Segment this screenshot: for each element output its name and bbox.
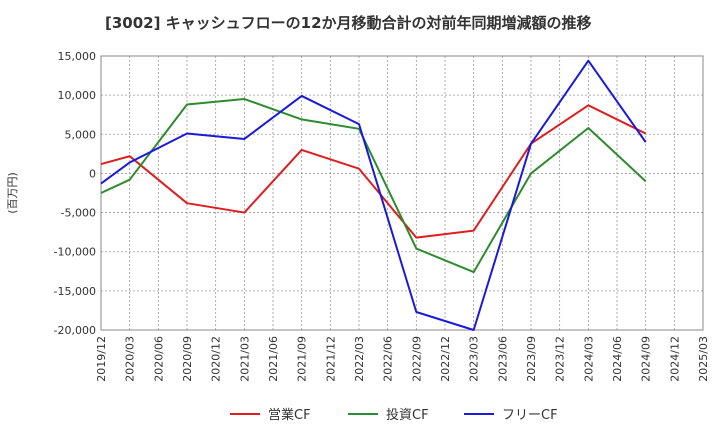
x-tick-label: 2023/03 bbox=[468, 336, 481, 382]
x-tick-label: 2022/03 bbox=[353, 336, 366, 382]
x-tick-label: 2021/12 bbox=[324, 336, 337, 382]
x-tick-label: 2025/03 bbox=[697, 336, 710, 382]
x-tick-label: 2023/12 bbox=[554, 336, 567, 382]
x-tick-label: 2024/09 bbox=[640, 336, 653, 382]
plot-area-border bbox=[100, 55, 704, 331]
x-tick-label: 2024/06 bbox=[611, 336, 624, 382]
series-lines bbox=[100, 59, 647, 331]
chart-title: [3002] キャッシュフローの12か月移動合計の対前年同期増減額の推移 bbox=[105, 14, 592, 32]
x-tick-label: 2021/06 bbox=[267, 336, 280, 382]
x-tick-label: 2024/03 bbox=[582, 336, 595, 382]
x-tick-label: 2020/03 bbox=[124, 336, 137, 382]
x-tick-label: 2021/03 bbox=[238, 336, 251, 382]
series-line-2 bbox=[100, 59, 647, 331]
x-tick-label: 2022/06 bbox=[382, 336, 395, 382]
x-tick-label: 2019/12 bbox=[95, 336, 108, 382]
legend-label: 投資CF bbox=[386, 407, 429, 423]
grid-lines bbox=[100, 55, 704, 331]
y-tick-label: -15,000 bbox=[54, 285, 96, 298]
legend: 営業CF 投資CF フリーCF bbox=[230, 407, 558, 423]
x-tick-label: 2023/09 bbox=[525, 336, 538, 382]
x-tick-label: 2020/09 bbox=[181, 336, 194, 382]
y-tick-label: -10,000 bbox=[54, 246, 96, 259]
y-tick-label: 0 bbox=[89, 167, 96, 180]
x-tick-label: 2022/09 bbox=[410, 336, 423, 382]
x-tick-label: 2024/12 bbox=[668, 336, 681, 382]
legend-label: 営業CF bbox=[268, 407, 311, 423]
y-axis-label: (百万円) bbox=[6, 172, 19, 214]
y-tick-label: 15,000 bbox=[58, 50, 97, 63]
x-tick-label: 2020/12 bbox=[210, 336, 223, 382]
x-tick-label: 2020/06 bbox=[152, 336, 165, 382]
x-tick-label: 2021/09 bbox=[296, 336, 309, 382]
y-tick-label: -5,000 bbox=[61, 207, 96, 220]
x-tick-label: 2023/06 bbox=[496, 336, 509, 382]
y-tick-label: 5,000 bbox=[65, 128, 97, 141]
y-tick-label: 10,000 bbox=[58, 89, 97, 102]
legend-label: フリーCF bbox=[502, 408, 558, 423]
axes: 15,000 10,000 5,000 0 -5,000 -10,000 -15,000 -2… bbox=[6, 50, 710, 382]
x-tick-label: 2022/12 bbox=[439, 336, 452, 382]
y-tick-label: -20,000 bbox=[54, 324, 96, 337]
